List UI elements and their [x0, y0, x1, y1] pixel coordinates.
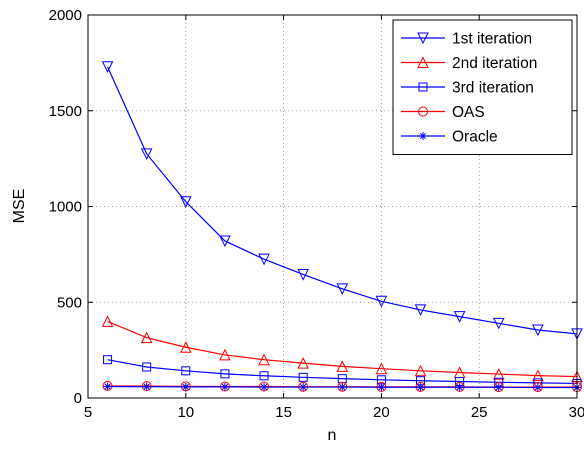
- legend-marker-oas: [418, 106, 428, 117]
- series-oracle: [103, 382, 581, 392]
- data-point-1st-iteration: [179, 196, 192, 208]
- data-point-2nd-iteration: [336, 360, 349, 372]
- legend-label-1st-iteration: 1st iteration: [452, 31, 532, 48]
- data-point-1st-iteration: [297, 268, 309, 281]
- legend-label-3rd-iteration: 3rd iteration: [452, 80, 534, 97]
- data-point-oracle: [299, 383, 308, 392]
- data-point-3rd-iteration: [259, 371, 269, 381]
- data-point-2nd-iteration: [414, 364, 427, 377]
- data-point-1st-iteration: [414, 304, 427, 317]
- data-point-1st-iteration: [101, 61, 114, 73]
- series-2nd-iteration: [101, 315, 583, 383]
- data-point-2nd-iteration: [140, 331, 153, 344]
- data-point-1st-iteration: [336, 283, 349, 295]
- series-1st-iteration: [101, 61, 583, 340]
- y-tick-label: 1000: [49, 199, 82, 216]
- data-point-oracle: [181, 382, 190, 391]
- legend-label-2nd-iteration: 2nd iteration: [452, 55, 537, 72]
- data-point-oracle: [494, 383, 503, 392]
- data-point-2nd-iteration: [219, 348, 231, 361]
- data-point-1st-iteration: [219, 235, 231, 248]
- data-point-2nd-iteration: [297, 357, 309, 369]
- data-point-3rd-iteration: [142, 362, 152, 372]
- data-point-3rd-iteration: [298, 372, 308, 382]
- x-tick-label: 25: [471, 404, 488, 421]
- data-point-2nd-iteration: [375, 362, 388, 375]
- data-point-1st-iteration: [375, 295, 388, 308]
- data-point-1st-iteration: [492, 317, 505, 330]
- data-point-1st-iteration: [453, 311, 466, 323]
- data-point-3rd-iteration: [220, 369, 230, 379]
- data-point-oracle: [416, 383, 425, 392]
- x-tick-label: 15: [275, 404, 292, 421]
- x-tick-label: 5: [84, 404, 92, 421]
- legend: 1st iteration 2nd iteration 3rd iteration O…: [392, 19, 573, 155]
- series-line-1st-iteration: [107, 66, 578, 335]
- x-tick-label: 30: [569, 404, 584, 421]
- axis-ticks: 5 10 15 20 25 30 0 500 1000 1500 2000: [49, 7, 584, 421]
- grid-lines: [88, 15, 577, 398]
- y-axis-label: MSE: [11, 189, 28, 224]
- data-point-2nd-iteration: [532, 369, 544, 382]
- data-point-3rd-iteration: [103, 355, 113, 365]
- series-line-2nd-iteration: [107, 320, 578, 378]
- y-tick-label: 0: [74, 390, 82, 407]
- data-point-oracle: [377, 383, 386, 392]
- data-point-2nd-iteration: [492, 367, 505, 380]
- data-point-oracle: [455, 383, 464, 392]
- data-point-1st-iteration: [532, 324, 544, 337]
- x-tick-label: 10: [177, 404, 194, 421]
- data-point-1st-iteration: [258, 253, 270, 266]
- x-tick-label: 20: [373, 404, 390, 421]
- legend-marker-3rd-iteration: [418, 82, 428, 92]
- x-axis-label: n: [328, 427, 337, 444]
- data-point-oracle: [142, 382, 151, 391]
- legend-marker-2nd-iteration: [417, 56, 429, 68]
- y-tick-label: 1500: [49, 103, 82, 120]
- data-point-oracle: [220, 382, 229, 391]
- data-point-2nd-iteration: [179, 341, 192, 353]
- legend-marker-oracle: [419, 132, 427, 140]
- data-point-oracle: [338, 383, 347, 392]
- y-tick-label: 500: [57, 294, 82, 311]
- series-layer: [101, 61, 583, 393]
- data-point-oracle: [103, 382, 112, 391]
- legend-label-oas: OAS: [452, 104, 485, 121]
- data-point-oracle: [260, 383, 269, 392]
- data-point-2nd-iteration: [101, 315, 114, 327]
- data-point-oracle: [533, 383, 542, 392]
- y-tick-label: 2000: [49, 7, 82, 24]
- data-point-1st-iteration: [140, 148, 153, 160]
- legend-label-oracle: Oracle: [452, 129, 498, 146]
- data-point-3rd-iteration: [181, 366, 191, 376]
- data-point-2nd-iteration: [258, 353, 270, 366]
- legend-marker-1st-iteration: [417, 32, 429, 45]
